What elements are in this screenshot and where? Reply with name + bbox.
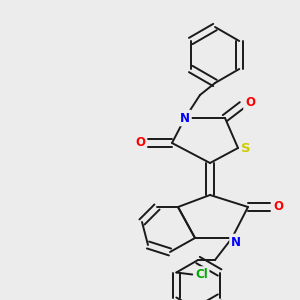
Text: O: O: [135, 136, 145, 149]
Text: S: S: [241, 142, 251, 154]
Text: O: O: [245, 97, 255, 110]
Text: N: N: [231, 236, 241, 248]
Text: N: N: [180, 112, 190, 124]
Text: O: O: [273, 200, 283, 214]
Text: Cl: Cl: [195, 268, 208, 281]
